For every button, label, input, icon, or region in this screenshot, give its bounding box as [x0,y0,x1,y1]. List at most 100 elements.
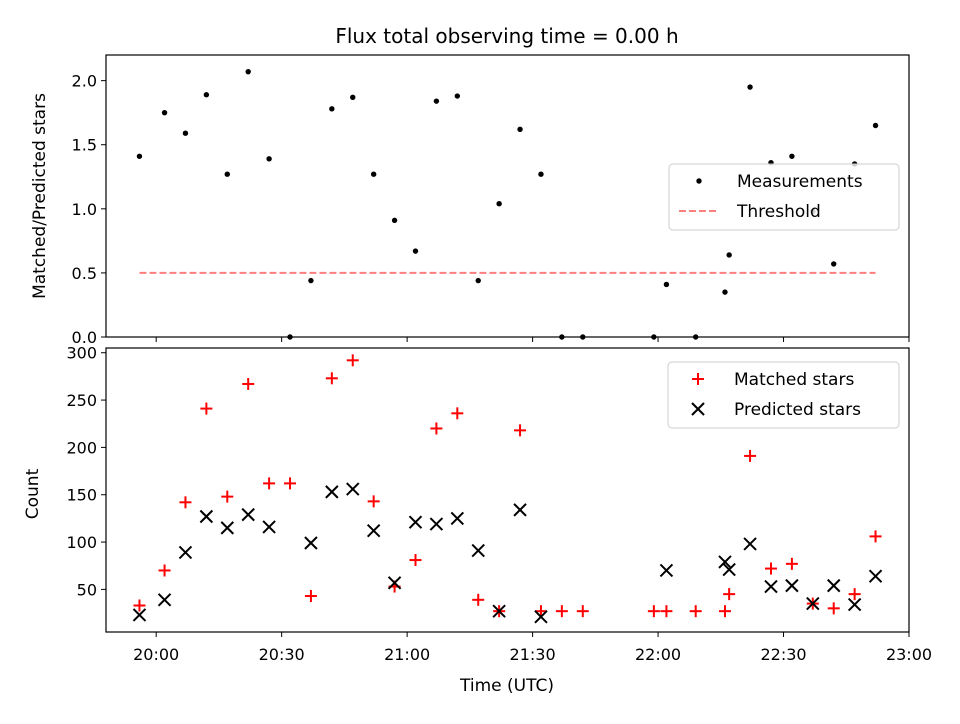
legend-predicted-marker [691,402,705,416]
measurement-point [329,106,335,112]
count-y-tick-label: 300 [66,344,97,363]
matched-point [848,588,861,601]
predicted-point [262,520,276,534]
measurement-point [538,171,544,177]
x-tick-label: 21:30 [510,645,556,664]
predicted-point [450,511,465,526]
matched-point [827,602,840,615]
matched-point [409,554,422,567]
ratio-y-tick-label: 1.5 [72,136,97,155]
matched-point [660,605,673,618]
measurement-point [747,84,753,90]
predicted-point [785,578,799,593]
matched-point [576,605,589,618]
predicted-point [429,517,444,531]
count-y-tick-label: 200 [66,438,97,457]
predicted-point [387,576,402,590]
predicted-point [659,563,674,578]
measurement-point [136,153,143,159]
x-tick-label: 20:00 [133,645,179,664]
ratio-y-tick-label: 0.0 [72,328,97,347]
measurement-point [663,281,670,288]
ratio-y-tick-label: 2.0 [72,72,97,91]
matched-point [200,402,213,415]
measurement-point [831,261,837,267]
x-tick-label: 22:30 [760,645,806,664]
matched-point [647,605,660,618]
matched-point [242,377,255,390]
predicted-point [408,515,423,529]
matched-point [514,424,527,437]
predicted-point [513,503,527,517]
matched-point [723,588,736,601]
figure-title: Flux total observing time = 0.00 h [335,24,678,48]
measurement-point [308,277,314,284]
legend-matched-marker [692,373,704,385]
predicted-point [722,562,736,577]
predicted-point [743,537,757,551]
matched-point [718,605,731,618]
measurement-point [726,252,732,258]
matched-point [133,599,146,612]
measurement-point [433,98,440,104]
measurement-point [722,289,728,295]
predicted-point [325,485,339,499]
predicted-point [492,604,506,618]
measurement-point [454,93,461,99]
measurement-point [496,200,502,207]
matched-point [689,605,702,618]
matched-point [179,496,192,509]
predicted-point [868,569,883,583]
predicted-point [132,608,147,622]
measurement-point [872,122,879,129]
predicted-point [847,597,862,612]
measurement-point [517,126,523,133]
matched-point [764,562,777,575]
predicted-point [471,543,485,558]
measurement-point [224,171,230,177]
predicted-point [199,509,214,524]
predicted-point [827,578,841,593]
x-tick-label: 20:30 [259,645,305,664]
legend-measurements-marker [696,178,702,184]
predicted-point [346,482,360,496]
matched-point [555,605,568,618]
matched-point [472,593,485,606]
matched-point [284,477,297,490]
predicted-point [220,521,234,535]
predicted-point [241,507,255,522]
matched-point [367,495,380,508]
measurement-point [203,92,210,98]
ratio-y-tick-label: 1.0 [72,200,97,219]
legend-predicted-label: Predicted stars [734,400,861,420]
predicted-point [157,593,172,607]
measurement-point [266,156,272,162]
predicted-point [304,536,318,550]
matched-point [534,605,547,618]
count-panel-ylabel: Count [23,468,43,519]
x-tick-label: 23:00 [886,645,932,664]
ratio-panel-frame [105,54,910,338]
x-axis-label: Time (UTC) [459,676,554,696]
count-y-tick-label: 150 [66,486,97,505]
matched-point [221,490,234,503]
matched-point [158,564,171,577]
predicted-point [806,596,820,611]
x-tick-label: 22:00 [635,645,681,664]
matched-point [304,590,317,603]
count-panel-legend: Matched stars Predicted stars [667,361,900,429]
measurement-point [391,217,398,224]
x-tick-label: 21:00 [384,645,430,664]
predicted-point [718,555,732,569]
matched-point [325,372,338,385]
ratio-panel: 0.00.51.01.52.0 Matched/Predicted stars … [30,54,910,347]
count-panel: 50 100 150 200 250 300 20:00 20:30 21:00 21:30 22… [23,344,932,696]
matched-point [451,407,464,420]
measurement-point [350,94,356,101]
measurement-point [370,171,377,177]
measurement-point [245,68,251,75]
matched-point [744,449,757,462]
legend-measurements-label: Measurements [737,172,863,192]
legend-threshold-label: Threshold [736,202,821,222]
